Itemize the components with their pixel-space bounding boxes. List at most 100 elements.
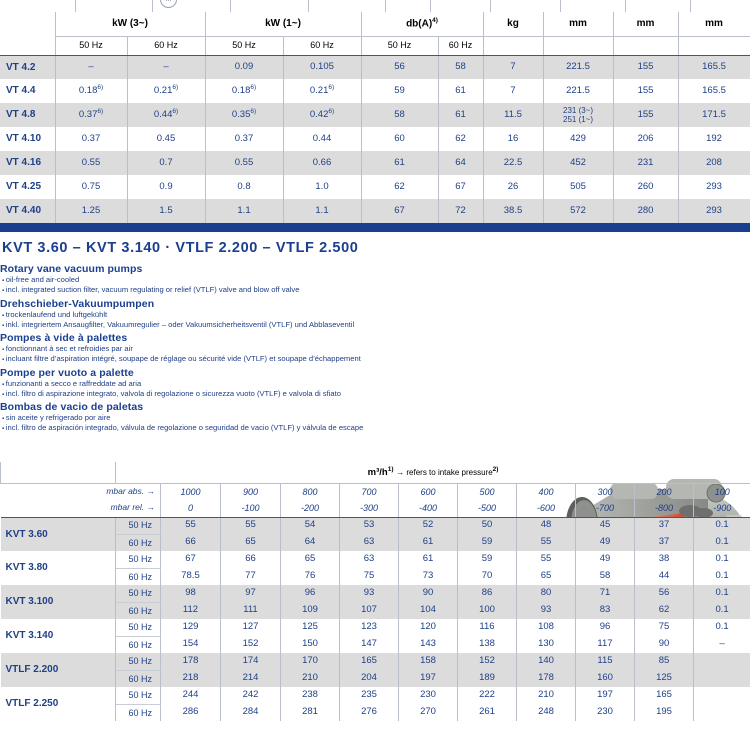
table-cell: 100 [457,602,517,619]
table-cell: 22.5 [482,151,544,175]
cell-superscript: 6) [250,84,257,92]
top-table-head: kW (3~) kW (1~) db(A)4) kg mm mm mm 50 H… [0,12,750,56]
freq-kw1-60: 60 Hz [282,36,362,56]
capacity-table-wrap: m³/h1) → refers to intake pressure2) mba… [0,462,750,750]
mbar-value: 600 [398,483,458,500]
row-model-label: VTLF 2.200 [0,653,116,687]
table-cell: 75 [339,568,399,585]
freq-kw1-50: 50 Hz [204,36,284,56]
table-cell: 1.25 [54,199,128,223]
mbar-value: -600 [516,500,576,518]
table-cell: 189 [457,670,517,687]
table-cell: 65 [280,551,340,568]
table-cell: 0.1 [692,534,750,551]
table-cell: 120 [398,619,458,636]
mbar-value: -100 [220,500,281,518]
table-cell: 242 [220,687,281,704]
table-cell: 210 [280,670,340,687]
feature-bullet: sin aceite y refrigerado por aire [0,413,478,423]
freq-label-50hz: 50 Hz [115,653,161,671]
mbar-value: 100 [692,483,750,500]
table-cell: 165 [339,653,399,670]
table-cell: 0.216) [126,79,206,103]
table-cell: – [54,55,128,79]
table-cell: 55 [516,534,576,551]
freq-label-50hz: 50 Hz [115,517,161,535]
table-cell: 117 [575,636,635,653]
freq-db-60: 60 Hz [437,36,484,56]
table-cell: 0.75 [54,175,128,199]
table-cell: 26 [482,175,544,199]
table-cell: 38.5 [482,199,544,223]
table-cell: 293 [677,199,750,223]
cutoff-row-remnant: m [0,0,750,12]
feature-bullet: funzionanti a secco e raffreddate ad ari… [0,379,478,389]
mbar-value: 400 [516,483,576,500]
language-title: Pompes à vide à palettes [0,332,128,344]
corner-cell [0,12,55,36]
freq-label-60hz: 60 Hz [115,670,161,687]
cell-superscript: 6) [328,108,335,116]
table-cell: 230 [575,704,635,721]
freq-blank-mm3 [677,36,750,56]
table-cell: 76 [280,568,340,585]
table-cell: 127 [220,619,281,636]
table-cell: 222 [457,687,517,704]
table-cell: 174 [220,653,281,670]
table-cell: 276 [339,704,399,721]
mbar-value: 500 [457,483,517,500]
language-title: Rotary vane vacuum pumps [0,263,143,275]
mbar-value: -700 [575,500,635,518]
mbar-value: -400 [398,500,458,518]
unit-note-sup: 2) [492,465,499,473]
table-cell: 129 [160,619,221,636]
table-cell: 96 [280,585,340,602]
table-cell: 0.55 [54,151,128,175]
table-cell: 85 [634,653,694,670]
freq-label-60hz: 60 Hz [115,704,161,721]
table-cell: 108 [516,619,576,636]
table-cell: 0.186) [204,79,284,103]
table-cell: 154 [160,636,221,653]
unit-note: → refers to intake pressure [396,467,493,477]
table-cell: 62 [360,175,439,199]
table-cell: – [692,636,750,653]
table-row: VTLF 2.200 50 Hz 178 174 170 165 158 152 140 115 8… [0,653,750,687]
freq-label-60hz: 60 Hz [115,568,161,585]
table-cell: 140 [516,653,576,670]
table-cell: 192 [677,127,750,151]
mbar-value: -500 [457,500,517,518]
table-cell: 65 [516,568,576,585]
table-cell: 53 [339,517,399,534]
table-row: 60 Hz 154 152 150 147 143 138 130 117 90– [1,636,750,653]
table-cell: 83 [575,602,635,619]
table-cell: 98 [160,585,221,602]
table-cell: 37 [634,534,694,551]
mbar-value: 800 [280,483,340,500]
table-cell: 0.1 [692,585,750,602]
table-cell: 195 [634,704,694,721]
table-cell [692,653,750,670]
mbar-value: 700 [339,483,399,500]
row-model-label: KVT 3.140 [0,619,116,653]
table-cell: 58 [437,55,484,79]
multilingual-description: Rotary vane vacuum pumpsoil-free and air… [0,263,478,434]
table-cell: 214 [220,670,281,687]
capacity-table-body: KVT 3.60 50 Hz 55 55 54 53 52 50 48 45 37 0.1 60 Hz 6… [0,517,750,721]
table-cell: 0.8 [204,175,284,199]
header-mm-3: mm [677,12,750,37]
table-cell: 152 [220,636,281,653]
table-cell: 284 [220,704,281,721]
mbar-rel-row: mbar rel. → 0 -100 -200 -300 -400 -500 -600 -700… [0,500,750,518]
table-cell: 58 [575,568,635,585]
table-cell: 67 [160,551,221,568]
table-cell: 0.45 [126,127,206,151]
table-cell: 56 [360,55,439,79]
table-cell: 107 [339,602,399,619]
table-cell: 170 [280,653,340,670]
table-cell: 138 [457,636,517,653]
freq-blank-kg [482,36,544,56]
mbar-value: 300 [575,483,635,500]
capacity-table-head: m³/h1) → refers to intake pressure2) mba… [0,462,750,518]
row-model-label: VT 4.8 [0,103,56,127]
